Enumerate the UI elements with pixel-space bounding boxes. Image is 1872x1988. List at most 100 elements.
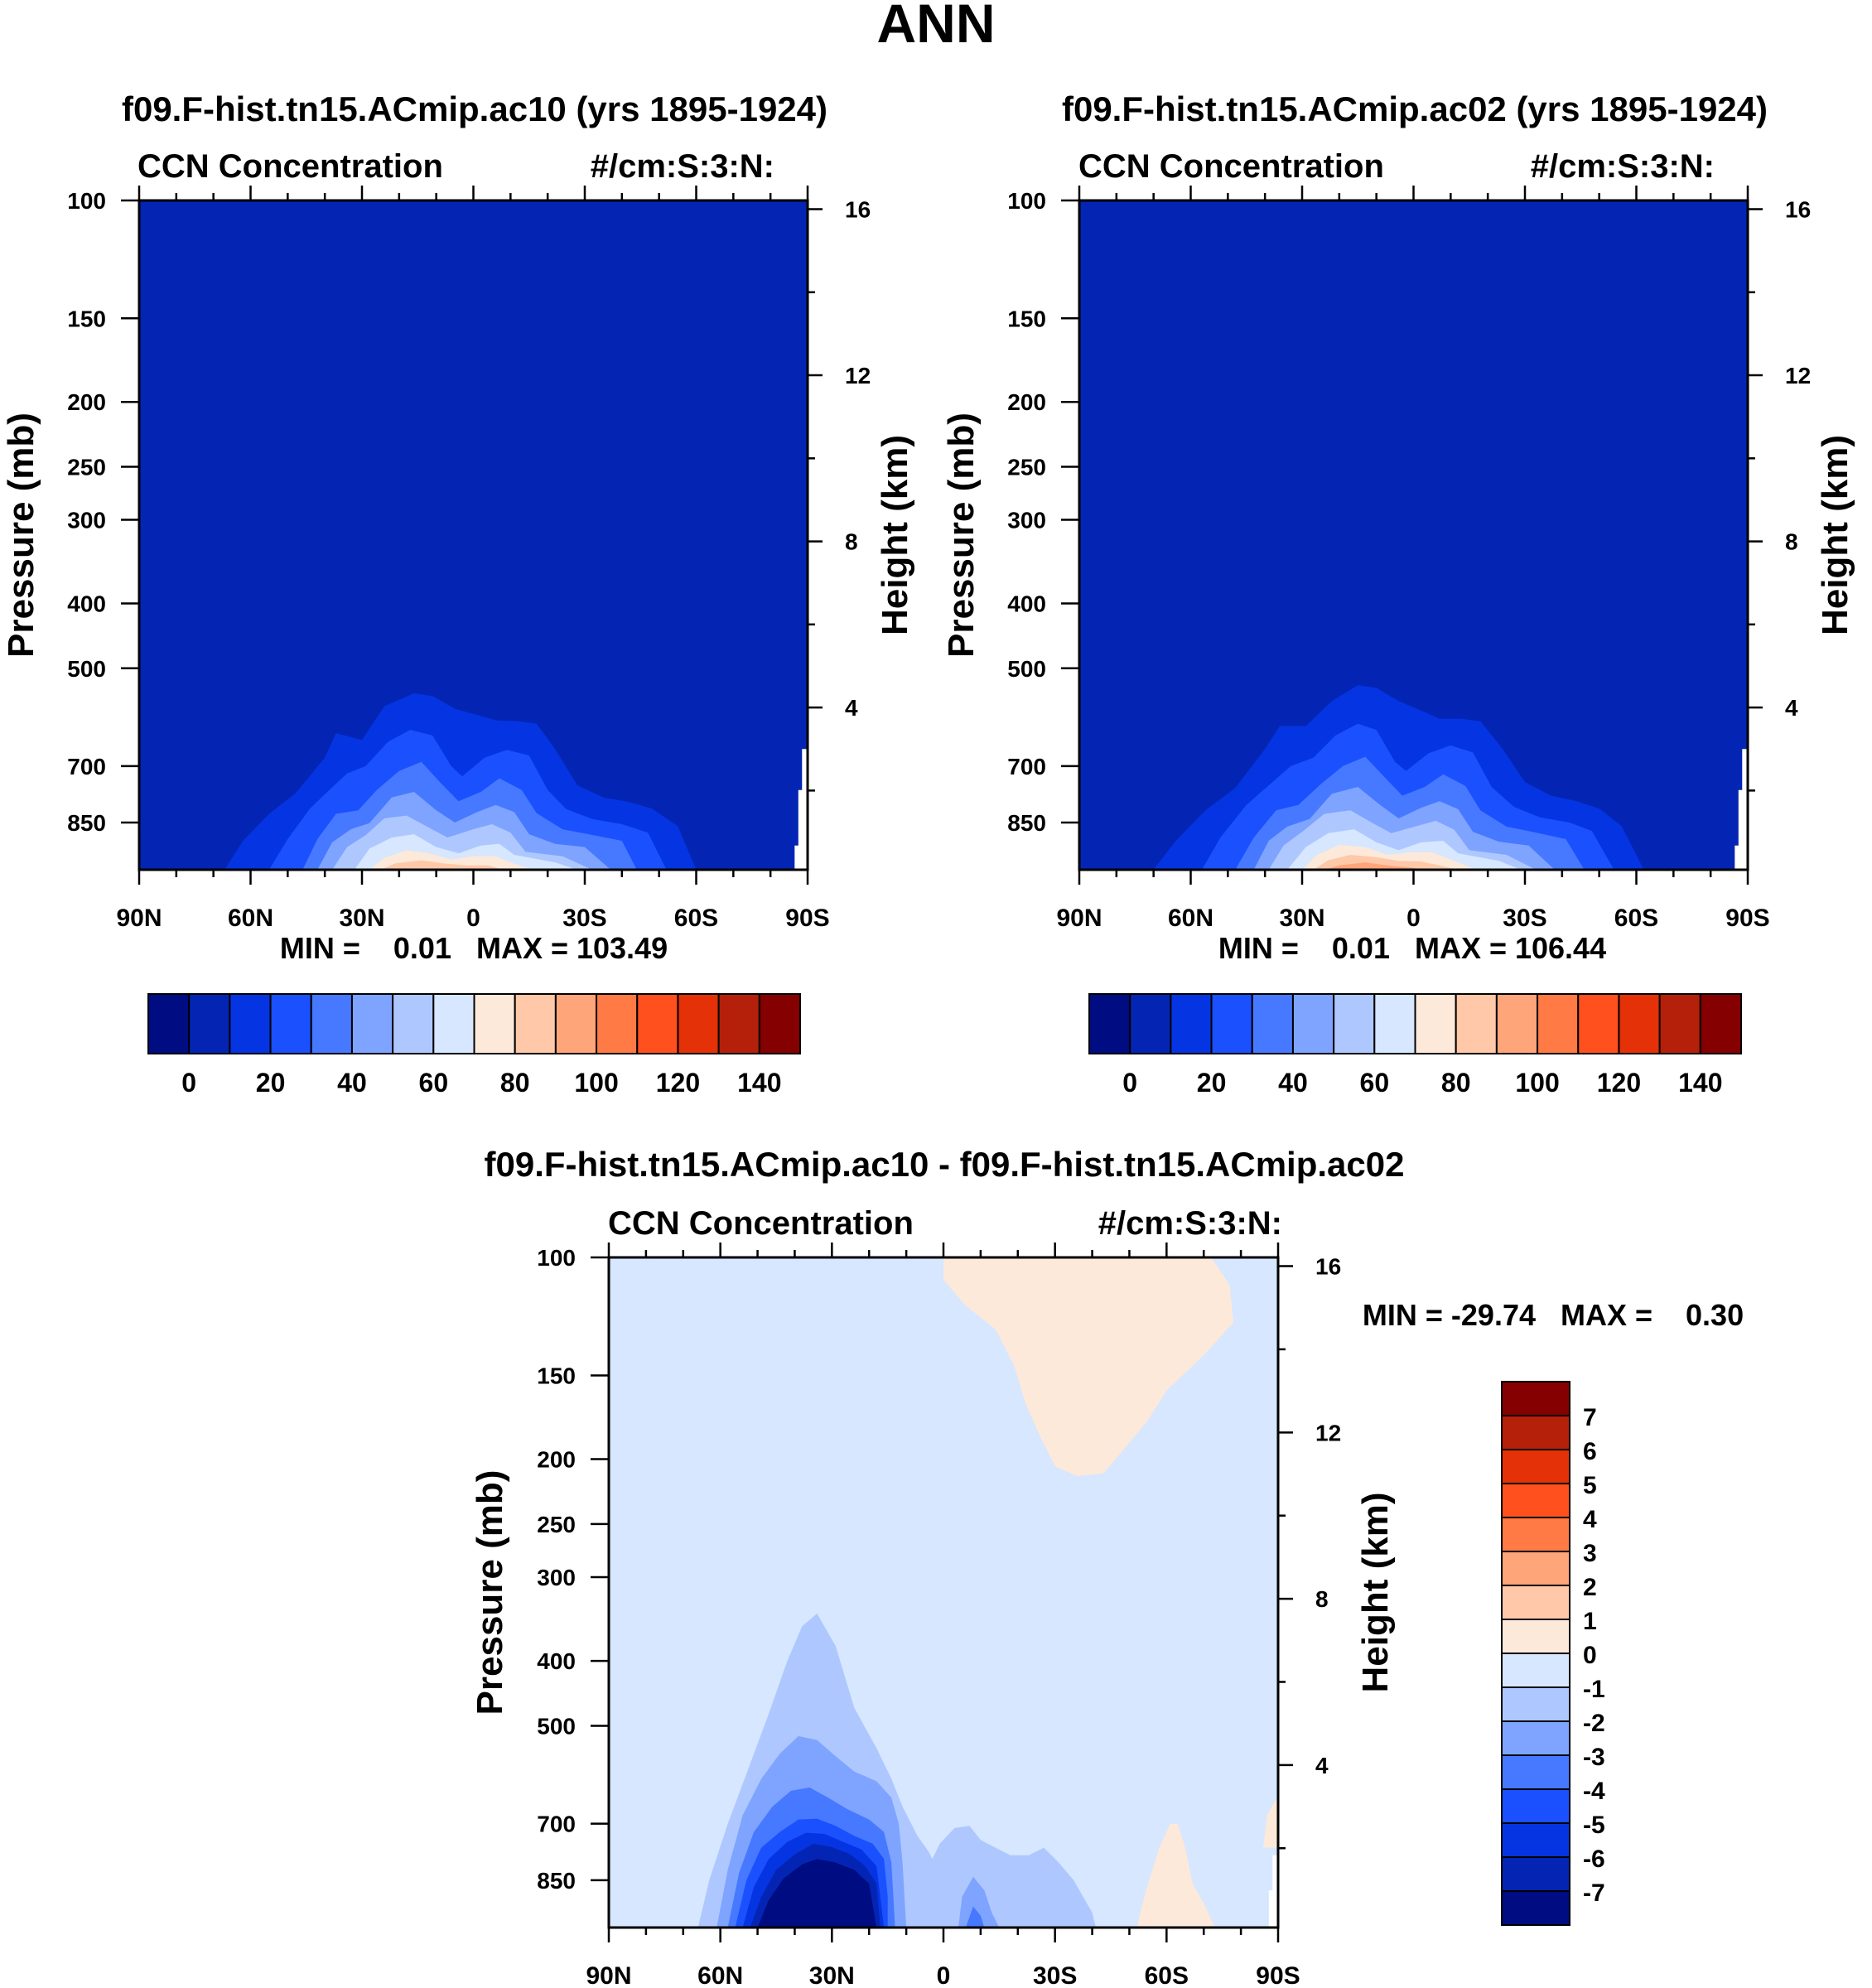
x-tick-label: 90S [785,905,829,932]
x-tick-label: 60S [1145,1962,1189,1988]
colorbar-box [1501,1483,1570,1518]
y-right-tick-label: 16 [845,197,871,223]
colorbar-label: 6 [1583,1438,1597,1465]
units-string: #/cm:S:3:N: [1098,1205,1282,1242]
min-max-stats: MIN = -29.74 MAX = 0.30 [1363,1298,1744,1332]
colorbar-box [147,993,191,1054]
colorbar-box [1373,993,1416,1054]
colorbar-box [596,993,639,1054]
x-tick-label: 0 [466,905,480,932]
left-string: CCN Concentration [1078,148,1384,185]
colorbar-box [1501,1415,1570,1450]
colorbar-label: -5 [1583,1812,1605,1839]
missing-data-region [794,749,808,870]
x-tick-label: 0 [937,1962,951,1988]
colorbar-label: 100 [574,1068,618,1098]
colorbar-box [1495,993,1539,1054]
colorbar-box [1501,1381,1570,1416]
min-max-stats: MIN = 0.01 MAX = 106.44 [1218,931,1606,965]
colorbar-box [1658,993,1701,1054]
y-right-tick-label: 8 [1785,529,1798,555]
panel-difference: f09.F-hist.tn15.ACmip.ac10 - f09.F-hist.… [470,1145,1744,1988]
colorbar-box [269,993,312,1054]
y-right-tick-label: 4 [1315,1753,1329,1778]
y-axis-title: Pressure (mb) [1,413,41,658]
colorbar-box [717,993,760,1054]
colorbar-box [1501,1517,1570,1552]
colorbar-box [1333,993,1376,1054]
y-tick-label: 500 [537,1713,576,1739]
x-tick-label: 60N [228,905,273,932]
colorbar-box [1577,993,1620,1054]
colorbar-box [1501,1890,1570,1926]
colorbar-label: -7 [1583,1879,1605,1907]
y-axis-title: Pressure (mb) [941,413,982,658]
colorbar-box [1537,993,1580,1054]
y-tick-label: 500 [1007,656,1046,682]
colorbar-label: 5 [1583,1472,1597,1499]
colorbar-label: 120 [656,1068,700,1098]
x-tick-label: 30N [809,1962,855,1988]
x-tick-label: 90S [1725,905,1769,932]
y-tick-label: 250 [67,455,106,480]
colorbar-label: 40 [337,1068,367,1098]
colorbar-label: 20 [1197,1068,1227,1098]
x-tick-label: 90S [1256,1962,1300,1988]
figure-title: ANN [877,0,996,54]
y-tick-label: 700 [1007,754,1046,779]
x-tick-label: 60N [1168,905,1213,932]
colorbar-box [1251,993,1294,1054]
colorbar-box [677,993,720,1054]
y-tick-label: 200 [67,389,106,415]
y-tick-label: 850 [537,1868,576,1894]
colorbar-box [1170,993,1213,1054]
min-max-stats: MIN = 0.01 MAX = 103.49 [280,931,668,965]
y-axis-title: Pressure (mb) [470,1470,510,1715]
x-tick-label: 30N [339,905,384,932]
y-tick-label: 850 [67,810,106,836]
missing-data-region [1734,749,1748,870]
colorbar-label: 60 [419,1068,449,1098]
y-tick-label: 700 [67,754,106,779]
colorbar-box [1501,1822,1570,1858]
colorbar-label: 7 [1583,1404,1597,1431]
colorbar-box [188,993,231,1054]
colorbar-label: 80 [1441,1068,1471,1098]
y-right-axis-title: Height (km) [1355,1493,1396,1693]
colorbar-label: 40 [1278,1068,1308,1098]
colorbar-box [514,993,557,1054]
y-tick-label: 300 [67,508,106,533]
colorbar-box [310,993,353,1054]
y-tick-label: 100 [67,188,106,214]
colorbar-label: 140 [737,1068,781,1098]
colorbar-label: 60 [1360,1068,1390,1098]
contour-region-level-8 [1136,1823,1215,1928]
y-right-tick-label: 8 [1315,1586,1329,1612]
y-tick-label: 250 [1007,455,1046,480]
x-tick-label: 90N [586,1962,631,1988]
colorbar-box [1088,993,1131,1054]
contour-region-level-8 [943,1257,1234,1476]
y-tick-label: 100 [537,1245,576,1271]
colorbar-box [1129,993,1172,1054]
colorbar-label: -1 [1583,1676,1605,1703]
x-tick-label: 90N [1056,905,1102,932]
y-tick-label: 150 [67,306,106,331]
colorbar-box [229,993,272,1054]
colorbar-label: 0 [181,1068,196,1098]
colorbar-label: 3 [1583,1540,1597,1567]
colorbar-label: 1 [1583,1608,1597,1635]
x-tick-label: 0 [1406,905,1421,932]
contour-band-level-0 [757,1859,877,1928]
colorbar-box [1501,1653,1570,1688]
left-string: CCN Concentration [138,148,443,185]
colorbar-box [1699,993,1742,1054]
units-string: #/cm:S:3:N: [1531,148,1715,185]
colorbar-box [473,993,516,1054]
colorbar-label: -2 [1583,1710,1605,1737]
contour-band-level-9 [380,860,504,870]
x-tick-label: 30S [1503,905,1546,932]
x-tick-label: 90N [116,905,162,932]
units-string: #/cm:S:3:N: [591,148,774,185]
y-tick-label: 300 [537,1565,576,1590]
